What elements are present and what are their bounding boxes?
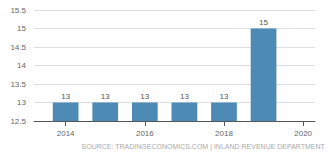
svg-text:13: 13 <box>180 92 189 101</box>
svg-text:2014: 2014 <box>57 129 75 138</box>
svg-text:SOURCE: TRADINGECONOMICS.COM |: SOURCE: TRADINGECONOMICS.COM | INLAND RE… <box>82 143 326 151</box>
svg-text:12.5: 12.5 <box>10 117 26 126</box>
svg-text:2016: 2016 <box>136 129 154 138</box>
svg-text:13: 13 <box>140 92 149 101</box>
svg-text:13: 13 <box>220 92 229 101</box>
svg-text:13: 13 <box>101 92 110 101</box>
svg-text:14: 14 <box>17 61 26 70</box>
svg-text:15: 15 <box>17 24 26 33</box>
svg-text:15: 15 <box>259 18 268 27</box>
svg-text:13: 13 <box>17 98 26 107</box>
svg-text:2018: 2018 <box>215 129 233 138</box>
svg-text:13.5: 13.5 <box>10 80 26 89</box>
svg-text:15.5: 15.5 <box>10 6 26 15</box>
svg-text:13: 13 <box>61 92 70 101</box>
svg-text:2020: 2020 <box>294 129 312 138</box>
svg-text:14.5: 14.5 <box>10 43 26 52</box>
